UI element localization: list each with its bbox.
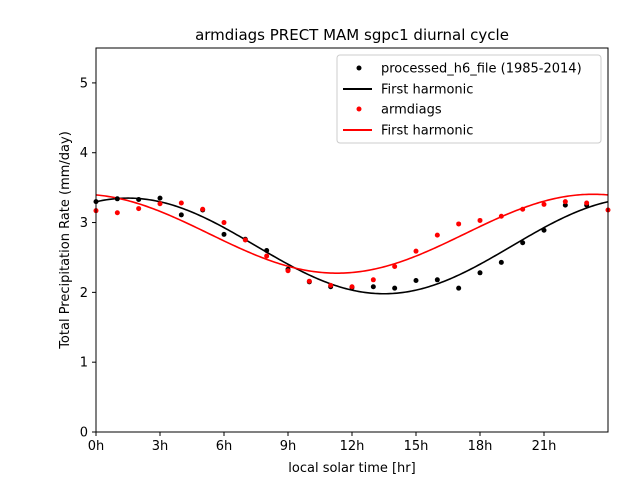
data-point-processed xyxy=(413,277,419,283)
legend-box xyxy=(336,54,602,144)
data-point-armdiags xyxy=(520,206,526,212)
data-point-armdiags xyxy=(562,199,568,205)
data-point-armdiags xyxy=(456,221,462,227)
data-point-armdiags xyxy=(392,264,398,270)
x-axis-label: local solar time [hr] xyxy=(288,461,415,476)
data-point-armdiags xyxy=(114,210,120,216)
data-point-armdiags xyxy=(413,248,419,254)
data-point-armdiags xyxy=(584,200,590,206)
x-tick-label: 9h xyxy=(280,439,297,454)
x-tick-label: 0h xyxy=(88,439,105,454)
data-point-processed xyxy=(370,284,376,290)
data-point-processed xyxy=(136,197,142,203)
data-point-armdiags xyxy=(264,253,270,259)
y-axis-label: Total Precipitation Rate (mm/day) xyxy=(58,131,73,350)
y-tick-label: 5 xyxy=(80,76,88,91)
data-point-armdiags xyxy=(349,284,355,290)
data-point-processed xyxy=(114,196,120,202)
data-point-processed xyxy=(477,270,483,276)
data-point-armdiags xyxy=(242,237,248,243)
data-point-processed xyxy=(178,212,184,218)
y-tick-label: 1 xyxy=(80,356,88,371)
y-tick-label: 3 xyxy=(80,216,88,231)
data-point-armdiags xyxy=(370,277,376,283)
data-point-processed xyxy=(541,227,547,233)
y-tick-label: 4 xyxy=(80,146,88,161)
legend-label-processed-harmonic: First harmonic xyxy=(381,83,473,98)
data-point-processed xyxy=(434,277,440,283)
data-point-processed xyxy=(392,285,398,291)
data-point-armdiags xyxy=(328,282,334,288)
x-tick-label: 6h xyxy=(216,439,233,454)
x-tick-label: 21h xyxy=(532,439,557,454)
x-tick-label: 12h xyxy=(340,439,365,454)
data-point-armdiags xyxy=(306,278,312,284)
data-point-processed xyxy=(498,259,504,265)
x-axis-ticks: 0h 3h 6h 9h 12h 15h 18h 21h xyxy=(88,432,557,454)
data-point-armdiags xyxy=(285,268,291,274)
data-point-armdiags xyxy=(434,232,440,238)
y-tick-label: 0 xyxy=(80,426,88,441)
legend: processed_h6_file (1985-2014) First harm… xyxy=(336,54,602,144)
legend-label-armdiags: armdiags xyxy=(381,103,442,118)
harmonic-line-processed xyxy=(95,197,609,295)
data-point-armdiags xyxy=(477,217,483,223)
data-point-armdiags xyxy=(178,200,184,206)
data-point-processed xyxy=(520,240,526,246)
data-point-armdiags xyxy=(157,201,163,207)
data-point-armdiags xyxy=(498,213,504,219)
legend-marker-armdiags xyxy=(356,106,362,112)
data-point-armdiags xyxy=(200,206,206,212)
data-point-armdiags xyxy=(221,220,227,226)
data-point-processed xyxy=(456,285,462,291)
data-point-processed xyxy=(157,195,163,201)
legend-label-armdiags-harmonic: First harmonic xyxy=(381,124,473,139)
y-tick-label: 2 xyxy=(80,286,88,301)
legend-marker-processed xyxy=(356,65,362,71)
legend-label-processed: processed_h6_file (1985-2014) xyxy=(381,62,582,77)
data-point-processed xyxy=(264,247,270,253)
data-points xyxy=(93,195,611,291)
axes-frame xyxy=(95,47,609,433)
y-axis-ticks: 0 1 2 3 4 5 xyxy=(80,76,96,441)
x-tick-label: 18h xyxy=(468,439,493,454)
chart-title: armdiags PRECT MAM sgpc1 diurnal cycle xyxy=(195,26,509,44)
data-point-armdiags xyxy=(541,201,547,207)
data-point-armdiags xyxy=(136,206,142,212)
data-point-processed xyxy=(221,231,227,237)
data-point-processed xyxy=(562,202,568,208)
x-tick-label: 15h xyxy=(404,439,429,454)
x-tick-label: 3h xyxy=(152,439,169,454)
